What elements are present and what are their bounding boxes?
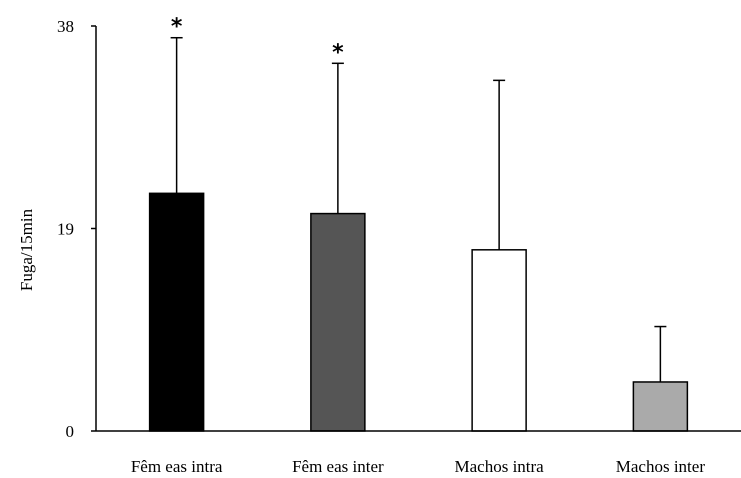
bar xyxy=(148,192,205,432)
y-tick-label: 38 xyxy=(57,17,74,36)
x-category-label: Fêm eas intra xyxy=(131,457,223,476)
y-tick-label: 19 xyxy=(57,220,74,239)
error-bar xyxy=(170,36,183,194)
bar xyxy=(632,381,689,432)
error-bar xyxy=(331,62,344,214)
bar xyxy=(310,212,366,432)
x-category-label: Machos inter xyxy=(616,457,706,476)
significance-asterisk: * xyxy=(171,15,183,40)
bars xyxy=(148,192,689,432)
x-category-label: Machos intra xyxy=(455,457,545,476)
bar xyxy=(471,249,527,432)
error-bar xyxy=(493,79,506,250)
x-category-label: Fêm eas inter xyxy=(292,457,384,476)
significance-asterisk: * xyxy=(332,40,344,65)
error-bar xyxy=(654,325,667,382)
error-bars xyxy=(170,36,667,382)
significance-markers: ** xyxy=(171,15,344,66)
y-axis-title: Fuga/15min xyxy=(17,208,36,291)
y-tick-label: 0 xyxy=(66,422,75,441)
y-axis-ticks: 0 19 38 xyxy=(57,17,96,441)
x-axis-labels: Fêm eas intra Fêm eas inter Machos intra Ma… xyxy=(131,457,705,476)
